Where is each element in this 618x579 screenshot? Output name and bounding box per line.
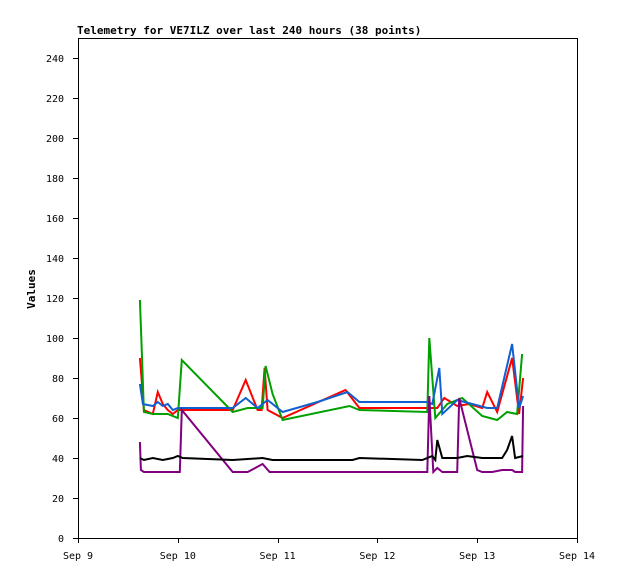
- x-tick-label: Sep 11: [260, 551, 296, 562]
- y-tick-label: 60: [52, 414, 64, 425]
- series-line-2: [138, 299, 524, 422]
- y-tick-label: 140: [46, 254, 64, 265]
- series-line-5: [139, 435, 524, 463]
- x-tick-label: Sep 14: [559, 551, 595, 562]
- y-tick-label: 220: [46, 94, 64, 105]
- y-tick-label: 80: [52, 374, 64, 385]
- series-layer: [138, 299, 525, 475]
- y-tick-label: 200: [46, 134, 64, 145]
- y-tick-label: 0: [58, 534, 64, 545]
- x-tick-label: Sep 9: [63, 551, 93, 562]
- y-axis-label: Values: [25, 269, 38, 309]
- y-tick-label: 240: [46, 54, 64, 65]
- series-line-4: [138, 395, 525, 475]
- x-axis: Sep 9 Sep 10 Sep 11 Sep 12 Sep 13 Sep 14: [63, 538, 595, 562]
- plot-area-frame: [78, 38, 578, 539]
- y-tick-label: 120: [46, 294, 64, 305]
- y-axis: 0 20 40 60 80 100 120 140 160 180 200 220 240: [46, 54, 79, 545]
- x-tick-label: Sep 12: [359, 551, 395, 562]
- chart-title: Telemetry for VE7ILZ over last 240 hours…: [77, 24, 421, 37]
- x-tick-label: Sep 10: [160, 551, 196, 562]
- y-tick-label: 40: [52, 454, 64, 465]
- series-line-1: [138, 357, 525, 420]
- x-tick-label: Sep 13: [459, 551, 495, 562]
- y-tick-label: 180: [46, 174, 64, 185]
- y-tick-label: 100: [46, 334, 64, 345]
- series-line-3: [138, 343, 525, 417]
- y-tick-label: 20: [52, 494, 64, 505]
- y-tick-label: 160: [46, 214, 64, 225]
